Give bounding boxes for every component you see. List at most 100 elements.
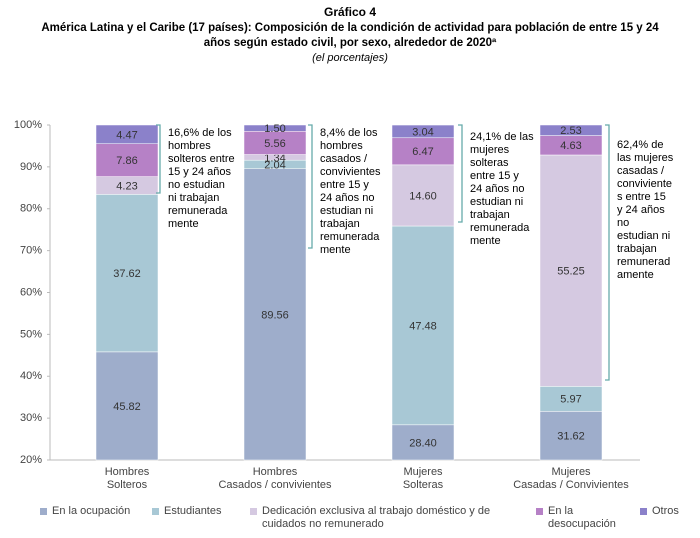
value-label: 4.47 [116, 129, 137, 141]
annotation: mente [320, 244, 351, 256]
bracket [308, 124, 313, 249]
annotation: entre 15 y [320, 179, 369, 191]
legend-label: Otros [652, 505, 679, 517]
annotation: no estudian [168, 179, 225, 191]
x-tick-label: Hombres [105, 466, 150, 478]
value-label: 7.86 [116, 155, 137, 167]
annotation: casados / [320, 153, 368, 165]
legend-swatch [536, 508, 543, 515]
bar-segment [539, 154, 603, 387]
value-label: 28.40 [409, 437, 437, 449]
y-tick-label: 20% [20, 454, 42, 466]
legend-item: Otros [640, 505, 679, 518]
chart-title: Gráfico 4 [324, 5, 376, 19]
annotation: 62,4% de [617, 139, 663, 151]
x-tick-label: Solteras [403, 479, 444, 491]
value-label: 47.48 [409, 320, 437, 332]
subtitle: años según estado civil, por sexo, alred… [204, 37, 497, 49]
bar-segment [243, 124, 307, 132]
value-label: 6.47 [412, 146, 433, 158]
value-label: 1.34 [264, 152, 285, 164]
annotation: remunerada [470, 222, 530, 234]
annotation: amente [617, 269, 654, 281]
note: (el porcentajes) [312, 52, 388, 64]
bar-segment [95, 194, 159, 353]
annotation: casadas / [617, 165, 665, 177]
legend-item: Estudiantes [152, 505, 221, 518]
annotation: solteros entre [168, 153, 235, 165]
annotation: entre 15 y [470, 170, 519, 182]
value-label: 3.04 [412, 126, 433, 138]
annotation: remunerad [617, 256, 670, 268]
y-tick-label: 90% [20, 161, 42, 173]
legend-swatch [250, 508, 257, 515]
value-label: 2.53 [560, 125, 581, 137]
annotation: 24,1% de las [470, 131, 534, 143]
value-label: 2.04 [264, 159, 285, 171]
annotation: trabajan [470, 209, 510, 221]
bar-segment [539, 386, 603, 412]
value-label: 31.62 [557, 431, 585, 443]
value-label: 55.25 [557, 266, 585, 278]
x-tick-label: Casadas / Convivientes [513, 479, 629, 491]
annotation: solteras [470, 157, 509, 169]
bracket [156, 124, 161, 194]
annotation: conviviente [617, 178, 672, 190]
x-tick-label: Mujeres [403, 466, 443, 478]
y-tick-label: 50% [20, 328, 42, 340]
x-tick-label: Mujeres [551, 466, 591, 478]
annotation: estudian ni [470, 196, 523, 208]
annotation: 24 años no [320, 192, 374, 204]
value-label: 5.56 [264, 138, 285, 150]
bracket [458, 124, 463, 223]
legend-swatch [152, 508, 159, 515]
annotation: remunerada [320, 231, 380, 243]
value-label: 14.60 [409, 190, 437, 202]
bar-segment [391, 164, 455, 227]
annotation: ni trabajan [168, 192, 219, 204]
value-label: 1.50 [264, 123, 285, 135]
annotation: estudian ni [320, 205, 373, 217]
bar-segment [391, 225, 455, 426]
y-tick-label: 40% [20, 370, 42, 382]
annotation: estudian ni [617, 230, 670, 242]
value-label: 4.63 [560, 140, 581, 152]
bar-segment [391, 137, 455, 166]
value-label: 4.23 [116, 180, 137, 192]
legend-item: Dedicación exclusiva al trabajo doméstic… [250, 505, 530, 531]
x-tick-label: Solteros [107, 479, 148, 491]
x-tick-label: Hombres [253, 466, 298, 478]
legend-item: En la desocupación [536, 505, 631, 531]
annotation: 16,6% de los [168, 127, 232, 139]
bar-segment [243, 168, 307, 461]
annotation: s entre 15 [617, 191, 666, 203]
legend-label: Estudiantes [164, 505, 222, 517]
annotation: trabajan [617, 243, 657, 255]
legend-swatch [640, 508, 647, 515]
legend-label: En la ocupación [52, 505, 131, 517]
legend-label: Dedicación exclusiva al trabajo doméstic… [262, 505, 491, 530]
value-label: 5.97 [560, 394, 581, 406]
annotation: no [617, 217, 629, 229]
annotation: convivientes [320, 166, 381, 178]
legend-label: En la desocupación [548, 505, 616, 530]
value-label: 45.82 [113, 401, 141, 413]
annotation: 24 años no [470, 183, 524, 195]
bar-segment [95, 124, 159, 144]
y-tick-label: 60% [20, 286, 42, 298]
annotation: y 24 años [617, 204, 665, 216]
bar-segment [539, 411, 603, 461]
bracket [605, 124, 610, 381]
bar-segment [391, 124, 455, 139]
x-tick-label: Casados / convivientes [218, 479, 332, 491]
bar-segment [391, 424, 455, 461]
annotation: 15 y 24 años [168, 166, 231, 178]
annotation: mente [470, 235, 501, 247]
y-tick-label: 30% [20, 412, 42, 424]
subtitle: América Latina y el Caribe (17 países): … [41, 22, 659, 34]
bar-segment [539, 124, 603, 136]
y-tick-label: 70% [20, 245, 42, 257]
annotation: hombres [320, 140, 363, 152]
